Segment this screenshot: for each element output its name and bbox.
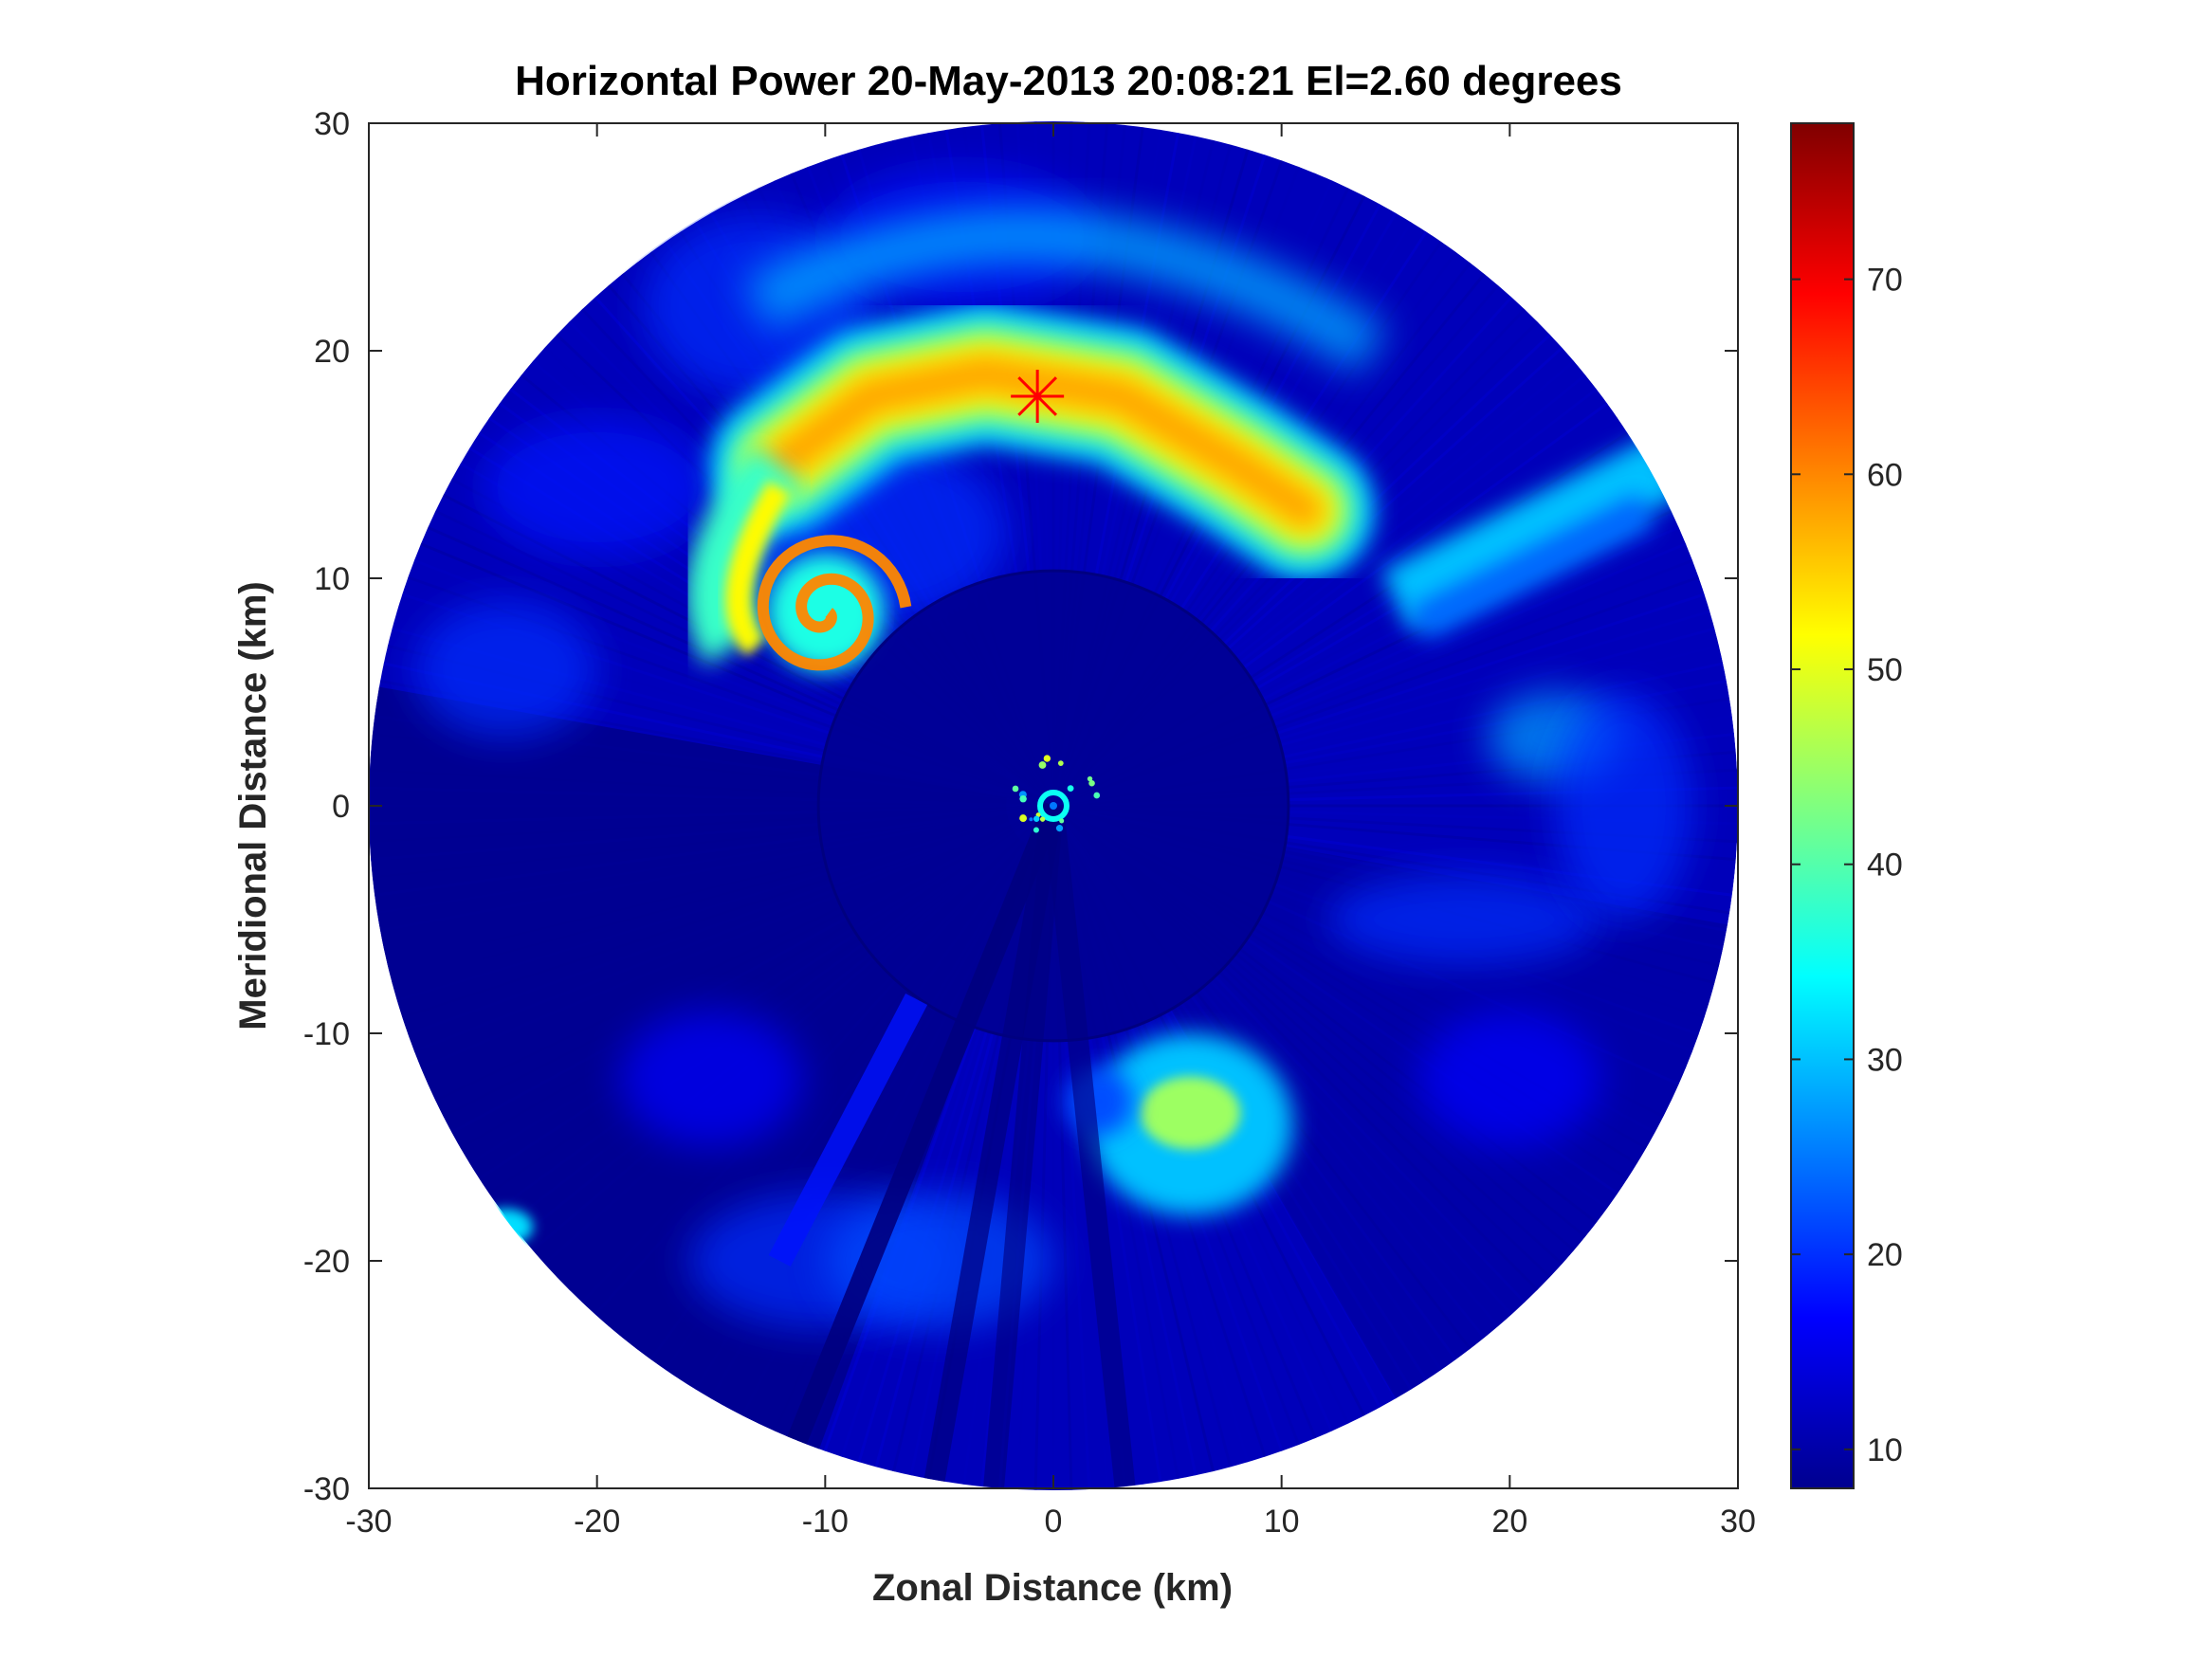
- x-axis-label: Zonal Distance (km): [872, 1567, 1233, 1609]
- clutter-speck: [1093, 793, 1100, 799]
- chart-title: Horizontal Power 20-May-2013 20:08:21 El…: [515, 58, 1622, 104]
- colorbar: [1791, 123, 1854, 1488]
- echo-patch: [620, 1011, 803, 1147]
- echo-patch: [1555, 692, 1691, 920]
- storm-marker: [1011, 370, 1064, 423]
- colorbar-tick-label: 70: [1867, 263, 1903, 299]
- echo-patch: [414, 601, 597, 738]
- x-tick-label: -20: [574, 1504, 620, 1540]
- echo-patch: [1327, 874, 1601, 965]
- colorbar-tick-label: 60: [1867, 457, 1903, 493]
- clutter-speck: [1059, 818, 1064, 823]
- x-tick-label: 20: [1491, 1504, 1527, 1540]
- y-tick-label: 20: [314, 334, 350, 370]
- echo-patch: [1418, 1011, 1601, 1147]
- colorbar-tick-label: 50: [1867, 652, 1903, 688]
- x-tick-label: 30: [1720, 1504, 1756, 1540]
- y-tick-label: -20: [303, 1244, 350, 1280]
- x-tick-label: 0: [1045, 1504, 1063, 1540]
- edge-patch-sw: [479, 1209, 534, 1245]
- y-tick-label: 0: [332, 789, 350, 825]
- colorbar-tick-label: 10: [1867, 1432, 1903, 1468]
- clutter-speck: [1019, 795, 1026, 802]
- clutter-speck: [1068, 785, 1074, 792]
- clutter-speck: [1058, 760, 1064, 766]
- clutter-speck: [1088, 776, 1092, 781]
- clutter-speck: [1029, 817, 1033, 821]
- x-tick-label: -10: [802, 1504, 849, 1540]
- clutter-speck: [1044, 755, 1051, 761]
- southern-cell-core: [1140, 1077, 1240, 1150]
- x-tick-label: -30: [345, 1504, 392, 1540]
- y-tick-label: 10: [314, 561, 350, 597]
- colorbar-tick-label: 20: [1867, 1237, 1903, 1273]
- colorbar-tick-label: 40: [1867, 848, 1903, 884]
- y-tick-label: -30: [303, 1471, 350, 1507]
- clutter-speck: [1019, 814, 1027, 822]
- y-tick-label: 30: [314, 106, 350, 142]
- clutter-speck: [1056, 825, 1063, 831]
- x-tick-label: 10: [1264, 1504, 1300, 1540]
- clutter-speck: [1013, 786, 1019, 793]
- radar-image: [369, 121, 1738, 1490]
- y-tick-label: -10: [303, 1016, 350, 1052]
- clutter-speck: [1033, 828, 1039, 833]
- clutter-speck: [1033, 816, 1039, 822]
- y-axis-label: Meridional Distance (km): [232, 581, 274, 1030]
- clutter-speck: [1040, 816, 1045, 821]
- colorbar-tick-label: 30: [1867, 1042, 1903, 1078]
- clutter-speck: [1039, 761, 1047, 769]
- echo-patch: [483, 419, 711, 556]
- radar-center-dot: [1050, 802, 1057, 810]
